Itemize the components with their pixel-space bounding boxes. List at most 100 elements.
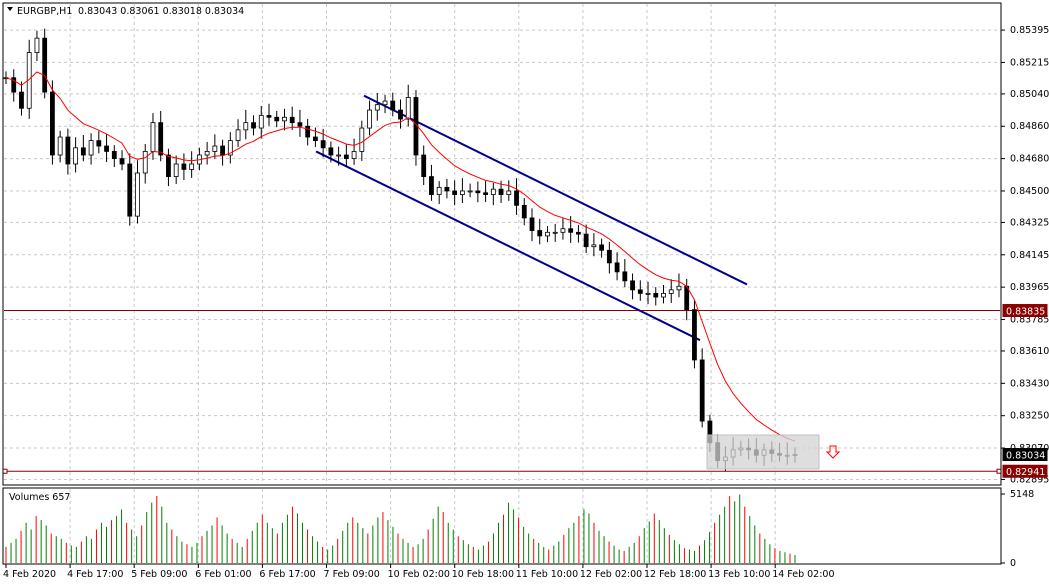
price-tag-label: 0.82941 — [1006, 467, 1045, 478]
candle-body — [498, 188, 504, 195]
candle-body — [390, 100, 396, 111]
candle-body — [359, 127, 365, 152]
candle-body — [467, 190, 473, 193]
candle-body — [405, 97, 411, 120]
candle-body — [521, 204, 527, 219]
price-tag-label: 0.83835 — [1006, 307, 1045, 318]
time-tick-label: 4 Feb 2020 — [3, 569, 56, 580]
price-tick-label: 0.83610 — [1010, 346, 1049, 357]
candle-body — [676, 285, 682, 291]
candle-body — [490, 188, 496, 195]
candle-body — [50, 91, 55, 156]
line-handle[interactable] — [996, 468, 1002, 474]
candle-body — [421, 154, 427, 177]
price-tag-label: 0.83034 — [1006, 451, 1045, 462]
candle-body — [606, 249, 612, 264]
down-arrow-icon[interactable] — [825, 445, 841, 459]
selection-rectangle[interactable] — [706, 434, 820, 470]
time-tick-label: 12 Feb 02:00 — [580, 569, 642, 580]
candle-body — [96, 140, 102, 147]
candle-body — [34, 37, 40, 53]
price-tick-label: 0.85215 — [1010, 57, 1049, 68]
candle-body — [42, 37, 48, 93]
candle-body — [135, 172, 140, 217]
candle-body — [599, 244, 605, 251]
candle-body — [645, 293, 651, 295]
candle-body — [220, 145, 225, 156]
price-tick-label: 0.83250 — [1010, 411, 1049, 422]
candle-body — [545, 231, 550, 237]
candle-body — [444, 186, 450, 192]
price-tick-label: 0.84325 — [1010, 217, 1049, 228]
candle-body — [189, 163, 195, 170]
candle-body — [436, 186, 442, 195]
candle-body — [57, 136, 63, 156]
candle-body — [661, 293, 666, 298]
price-tag — [1002, 304, 1048, 318]
horizontal-lines — [2, 310, 1002, 474]
candle-body — [591, 244, 597, 248]
volume-tick-label: 5148 — [1010, 489, 1034, 500]
candle-body — [204, 151, 210, 156]
trend-channel[interactable] — [315, 94, 748, 342]
candle-body — [367, 109, 372, 129]
candle-body — [11, 77, 17, 93]
candle-body — [73, 147, 79, 165]
candle-body — [343, 154, 349, 160]
candle-body — [351, 151, 357, 160]
candle-body — [282, 116, 287, 122]
candle-body — [88, 140, 94, 156]
symbol-title: EURGBP,H1 — [17, 6, 72, 17]
candle-body — [19, 91, 24, 109]
time-tick-label: 5 Feb 09:00 — [131, 569, 187, 580]
time-tick-label: 12 Feb 18:00 — [644, 569, 706, 580]
candle-body — [212, 145, 218, 152]
candle-body — [668, 289, 674, 294]
price-tag — [1002, 464, 1048, 478]
candle-body — [150, 122, 156, 152]
line-handle[interactable] — [2, 468, 8, 474]
candle-body — [622, 271, 628, 282]
candle-body — [699, 359, 705, 422]
price-pane-frame — [2, 2, 1002, 486]
time-tick-label: 7 Feb 09:00 — [324, 569, 380, 580]
time-tick-label: 14 Feb 02:00 — [772, 569, 834, 580]
candle-body — [227, 140, 233, 156]
candle-body — [374, 104, 380, 111]
candle-body — [483, 192, 488, 195]
candle-body — [111, 151, 117, 160]
volume-tick-label: 0 — [1010, 558, 1016, 569]
candle-body — [452, 190, 458, 195]
candle-body — [568, 228, 574, 233]
candle-body — [313, 136, 318, 142]
price-tick-label: 0.84860 — [1010, 121, 1049, 132]
candle-body — [181, 163, 187, 170]
price-tag — [1002, 448, 1048, 462]
price-tick-label: 0.84680 — [1010, 154, 1049, 165]
candle-body — [583, 233, 589, 248]
price-tick-label: 0.85040 — [1010, 89, 1049, 100]
candle-body — [475, 190, 481, 194]
price-tags: 0.83835 0.83034 0.82941 — [1002, 304, 1048, 478]
channel-lower-line[interactable] — [315, 150, 701, 342]
candle-body — [235, 129, 241, 142]
time-tick-label: 6 Feb 17:00 — [259, 569, 315, 580]
candle-body — [243, 122, 249, 131]
candle-body — [166, 154, 171, 177]
candle-body — [266, 115, 272, 118]
channel-upper-line[interactable] — [363, 94, 748, 286]
candle-body — [142, 151, 148, 174]
candle-body — [65, 136, 71, 165]
candle-body — [119, 158, 125, 165]
candle-body — [320, 140, 326, 149]
price-tick-label: 0.82895 — [1010, 475, 1049, 486]
time-tick-label: 13 Feb 10:00 — [708, 569, 770, 580]
volume-pane-frame — [2, 487, 1002, 565]
time-tick-label: 10 Feb 18:00 — [452, 569, 514, 580]
candle-body — [506, 190, 512, 195]
candle-body — [653, 293, 659, 298]
candle-body — [158, 122, 164, 156]
chevron-down-icon[interactable] — [7, 7, 13, 11]
candle-body — [328, 147, 334, 156]
